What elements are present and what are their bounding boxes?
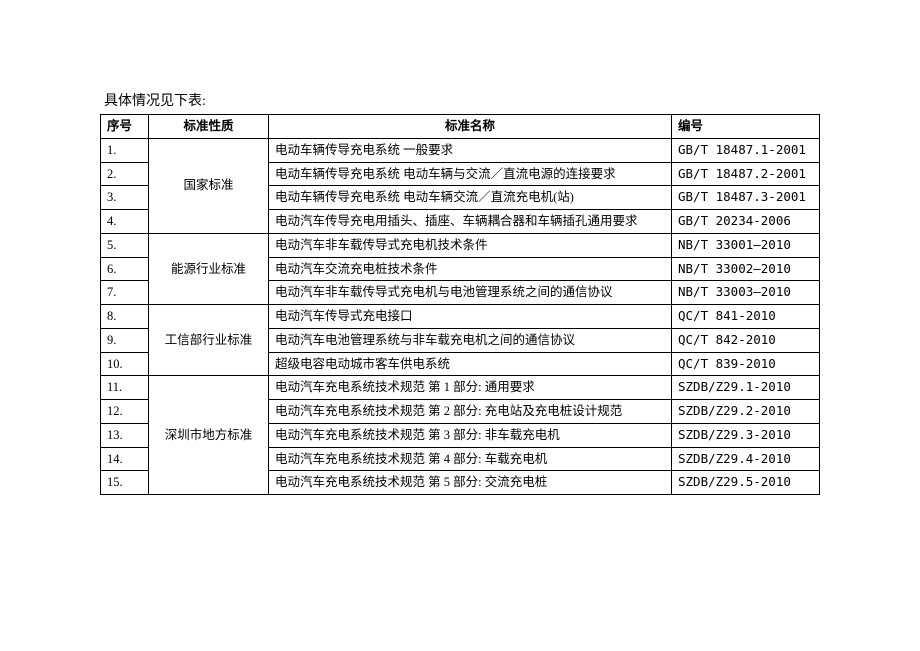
cell-type: 工信部行业标准 [149, 305, 269, 376]
cell-code: GB/T 18487.2-2001 [672, 162, 820, 186]
cell-name: 电动车辆传导充电系统 一般要求 [269, 138, 672, 162]
cell-code: SZDB/Z29.3-2010 [672, 423, 820, 447]
cell-name: 超级电容电动城市客车供电系统 [269, 352, 672, 376]
cell-code: NB/T 33003—2010 [672, 281, 820, 305]
cell-code: SZDB/Z29.5-2010 [672, 471, 820, 495]
table-caption: 具体情况见下表: [104, 90, 820, 110]
table-row: 11.深圳市地方标准电动汽车充电系统技术规范 第 1 部分: 通用要求SZDB/… [101, 376, 820, 400]
cell-code: NB/T 33002—2010 [672, 257, 820, 281]
cell-name: 电动汽车充电系统技术规范 第 1 部分: 通用要求 [269, 376, 672, 400]
cell-code: SZDB/Z29.2-2010 [672, 400, 820, 424]
header-seq: 序号 [101, 115, 149, 139]
cell-code: SZDB/Z29.1-2010 [672, 376, 820, 400]
cell-name: 电动汽车充电系统技术规范 第 2 部分: 充电站及充电桩设计规范 [269, 400, 672, 424]
cell-name: 电动汽车非车载传导式充电机与电池管理系统之间的通信协议 [269, 281, 672, 305]
cell-seq: 1. [101, 138, 149, 162]
cell-name: 电动车辆传导充电系统 电动车辆交流／直流充电机(站) [269, 186, 672, 210]
cell-code: SZDB/Z29.4-2010 [672, 447, 820, 471]
cell-name: 电动车辆传导充电系统 电动车辆与交流／直流电源的连接要求 [269, 162, 672, 186]
cell-code: QC/T 839-2010 [672, 352, 820, 376]
cell-name: 电动汽车交流充电桩技术条件 [269, 257, 672, 281]
cell-seq: 12. [101, 400, 149, 424]
table-row: 1.国家标准电动车辆传导充电系统 一般要求GB/T 18487.1-2001 [101, 138, 820, 162]
cell-code: QC/T 841-2010 [672, 305, 820, 329]
cell-seq: 14. [101, 447, 149, 471]
cell-seq: 9. [101, 328, 149, 352]
cell-name: 电动汽车传导充电用插头、插座、车辆耦合器和车辆插孔通用要求 [269, 210, 672, 234]
cell-seq: 8. [101, 305, 149, 329]
table-header-row: 序号 标准性质 标准名称 编号 [101, 115, 820, 139]
cell-name: 电动汽车传导式充电接口 [269, 305, 672, 329]
cell-type: 深圳市地方标准 [149, 376, 269, 495]
cell-type: 能源行业标准 [149, 233, 269, 304]
cell-seq: 13. [101, 423, 149, 447]
table-row: 5.能源行业标准电动汽车非车载传导式充电机技术条件NB/T 33001—2010 [101, 233, 820, 257]
cell-code: QC/T 842-2010 [672, 328, 820, 352]
header-code: 编号 [672, 115, 820, 139]
cell-name: 电动汽车电池管理系统与非车载充电机之间的通信协议 [269, 328, 672, 352]
cell-seq: 6. [101, 257, 149, 281]
header-type: 标准性质 [149, 115, 269, 139]
table-row: 8.工信部行业标准电动汽车传导式充电接口QC/T 841-2010 [101, 305, 820, 329]
cell-seq: 5. [101, 233, 149, 257]
cell-name: 电动汽车充电系统技术规范 第 4 部分: 车载充电机 [269, 447, 672, 471]
cell-name: 电动汽车充电系统技术规范 第 5 部分: 交流充电桩 [269, 471, 672, 495]
cell-seq: 7. [101, 281, 149, 305]
cell-name: 电动汽车非车载传导式充电机技术条件 [269, 233, 672, 257]
cell-seq: 3. [101, 186, 149, 210]
cell-code: NB/T 33001—2010 [672, 233, 820, 257]
cell-code: GB/T 18487.3-2001 [672, 186, 820, 210]
header-name: 标准名称 [269, 115, 672, 139]
cell-seq: 11. [101, 376, 149, 400]
cell-seq: 15. [101, 471, 149, 495]
cell-seq: 4. [101, 210, 149, 234]
cell-code: GB/T 20234-2006 [672, 210, 820, 234]
cell-name: 电动汽车充电系统技术规范 第 3 部分: 非车载充电机 [269, 423, 672, 447]
cell-seq: 10. [101, 352, 149, 376]
cell-code: GB/T 18487.1-2001 [672, 138, 820, 162]
cell-type: 国家标准 [149, 138, 269, 233]
standards-table: 序号 标准性质 标准名称 编号 1.国家标准电动车辆传导充电系统 一般要求GB/… [100, 114, 820, 495]
cell-seq: 2. [101, 162, 149, 186]
